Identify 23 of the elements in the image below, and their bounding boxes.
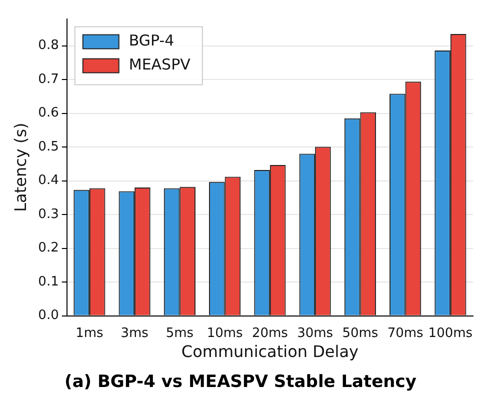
y-tick-label: 0.0 <box>38 308 59 324</box>
y-axis-title: Latency (s) <box>10 122 30 212</box>
x-tick-label: 100ms <box>428 326 473 341</box>
x-tick-label: 10ms <box>206 326 244 341</box>
y-tick-label: 0.2 <box>38 240 59 256</box>
x-tick-label: 20ms <box>252 326 288 341</box>
y-tick-label: 0.3 <box>38 206 59 222</box>
x-tick-label: 5ms <box>166 326 194 341</box>
x-tick-label: 30ms <box>297 326 334 341</box>
y-tick-label: 0.5 <box>38 139 59 154</box>
y-tick-label: 0.6 <box>38 106 59 121</box>
legend-label: BGP-4 <box>128 32 174 50</box>
x-tick-label: 50ms <box>342 326 378 341</box>
y-tick-label: 0.8 <box>38 38 59 54</box>
y-tick-label: 0.4 <box>38 173 59 188</box>
x-axis-title: Communication Delay <box>181 342 358 362</box>
x-tick-label: 70ms <box>387 326 424 341</box>
legend-label: MEASPV <box>128 56 192 74</box>
y-tick-label: 0.1 <box>38 274 59 290</box>
y-tick-label: 0.7 <box>38 72 59 87</box>
x-tick-label: 3ms <box>120 326 149 341</box>
text: (a) BGP-4 vs MEASPV Stable Latency <box>64 372 416 392</box>
x-tick-label: 1ms <box>76 326 104 341</box>
